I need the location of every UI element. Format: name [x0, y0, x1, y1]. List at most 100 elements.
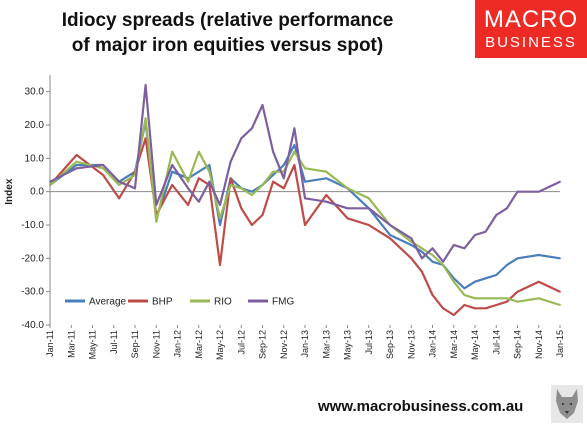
y-tick-label: -20.0	[21, 253, 44, 264]
x-tick-label: Mar-12	[194, 330, 204, 359]
data-point-fmg	[240, 137, 243, 140]
data-point-fmg	[474, 234, 476, 236]
data-point-average	[272, 174, 274, 176]
data-point-rio	[197, 150, 200, 153]
data-point-rio	[346, 187, 349, 190]
data-point-fmg	[261, 104, 264, 106]
data-point-rio	[325, 170, 328, 173]
data-point-bhp	[282, 187, 285, 190]
data-point-bhp	[102, 174, 104, 176]
data-point-rio	[251, 194, 253, 196]
data-point-fmg	[537, 190, 540, 193]
x-tick-label: Nov-12	[279, 330, 289, 359]
y-tick-label: 0.0	[30, 187, 44, 198]
logo-line-business: BUSINESS	[485, 34, 577, 51]
x-tick-label: Jul-13	[364, 330, 374, 355]
data-point-bhp	[293, 164, 296, 166]
data-point-rio	[431, 254, 434, 256]
data-point-average	[463, 287, 466, 290]
data-point-rio	[102, 167, 104, 170]
data-point-fmg	[272, 150, 274, 153]
x-tick-label: Sep-11	[130, 330, 140, 358]
macrobusiness-logo: MACRO BUSINESS	[475, 0, 587, 58]
data-point-rio	[495, 297, 498, 300]
x-tick-label: Sep-14	[513, 330, 523, 359]
data-point-average	[325, 177, 328, 180]
data-point-fmg	[75, 167, 78, 170]
x-tick-label: Jan-14	[428, 330, 438, 358]
x-tick-label: Mar-11	[66, 330, 76, 358]
data-point-rio	[421, 247, 423, 250]
data-point-fmg	[102, 164, 104, 166]
data-point-fmg	[144, 84, 147, 86]
data-point-rio	[516, 300, 519, 303]
data-point-average	[421, 250, 423, 253]
data-point-bhp	[516, 290, 519, 293]
series-line-bhp	[49, 137, 561, 317]
data-point-rio	[452, 280, 455, 283]
x-tick-label: Jan-13	[300, 330, 310, 358]
data-point-bhp	[251, 224, 253, 226]
data-point-fmg	[187, 187, 190, 190]
data-point-fmg	[304, 197, 306, 200]
data-point-fmg	[431, 247, 434, 250]
data-point-fmg	[506, 207, 508, 210]
x-tick-label: Sep-12	[258, 330, 268, 359]
data-point-fmg	[442, 260, 444, 263]
data-point-rio	[187, 180, 190, 183]
data-point-bhp	[304, 224, 306, 226]
data-point-bhp	[229, 177, 232, 180]
data-point-rio	[442, 264, 444, 266]
y-tick-label: -40.0	[21, 320, 44, 331]
data-point-average	[431, 260, 434, 263]
data-point-fmg	[463, 247, 466, 250]
data-point-average	[410, 244, 413, 246]
data-point-average	[282, 164, 285, 166]
data-point-rio	[304, 167, 306, 170]
x-tick-label: Jan-11	[45, 330, 55, 357]
footer-url: www.macrobusiness.com.au	[318, 398, 524, 415]
y-tick-label: -10.0	[21, 220, 44, 231]
x-tick-label: Nov-14	[534, 330, 544, 359]
data-point-bhp	[442, 307, 444, 310]
data-point-fmg	[219, 204, 221, 206]
data-point-bhp	[75, 154, 78, 156]
x-tick-label: Nov-11	[151, 330, 161, 358]
x-tick-label: Jul-12	[236, 330, 246, 355]
legend-label-fmg: FMG	[272, 297, 294, 308]
data-point-fmg	[208, 180, 211, 183]
data-point-average	[559, 257, 561, 260]
data-point-average	[537, 254, 540, 256]
data-point-rio	[463, 294, 466, 296]
data-point-bhp	[144, 137, 147, 140]
data-point-fmg	[155, 204, 158, 206]
data-point-average	[484, 277, 487, 280]
x-tick-label: May-12	[215, 330, 225, 360]
y-tick-label: 10.0	[25, 153, 45, 164]
data-point-fmg	[134, 187, 136, 190]
data-point-bhp	[495, 304, 498, 306]
data-point-average	[219, 224, 221, 226]
x-tick-label: May-13	[343, 330, 353, 360]
data-point-fmg	[452, 244, 455, 246]
data-point-rio	[367, 197, 370, 200]
data-point-bhp	[171, 184, 174, 186]
data-point-bhp	[389, 237, 391, 240]
data-point-fmg	[282, 177, 285, 180]
data-point-bhp	[325, 194, 328, 196]
legend-label-average: Average	[89, 297, 127, 308]
data-point-average	[452, 277, 455, 280]
x-tick-label: May-11	[88, 330, 98, 359]
data-point-average	[171, 170, 174, 173]
data-point-bhp	[410, 257, 413, 260]
x-tick-label: Jul-14	[491, 330, 501, 355]
chart-title-line-1: Idiocy spreads (relative performance	[61, 10, 394, 31]
data-point-rio	[506, 297, 508, 300]
chart-series-lines	[49, 83, 561, 317]
data-point-average	[506, 264, 508, 266]
x-tick-label: Jan-15	[555, 330, 565, 358]
data-point-rio	[171, 150, 174, 153]
data-point-average	[75, 164, 78, 166]
y-tick-label: -30.0	[21, 287, 44, 298]
x-tick-label: Sep-13	[385, 330, 395, 359]
